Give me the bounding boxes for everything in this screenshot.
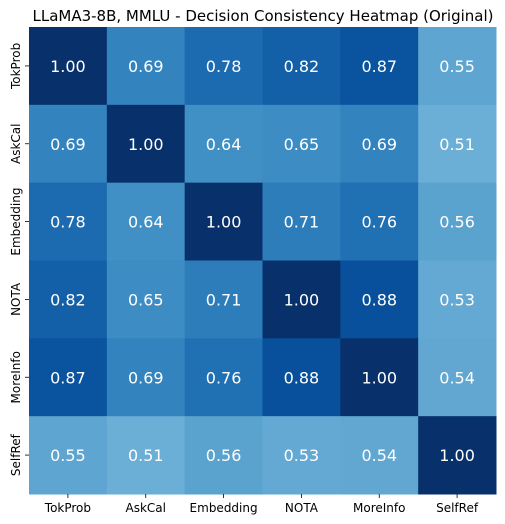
x-tick-label: TokProb xyxy=(44,501,91,515)
chart-title: LLaMA3-8B, MMLU - Decision Consistency H… xyxy=(32,7,493,25)
x-tick-label: NOTA xyxy=(285,501,319,515)
heatmap-cell-SelfRef-TokProb xyxy=(29,416,108,495)
y-tick-label: NOTA xyxy=(9,282,23,316)
heatmap-cell-NOTA-AskCal xyxy=(106,260,186,339)
cell-value-label: 0.65 xyxy=(284,135,320,154)
heatmap-cell-TokProb-TokProb xyxy=(29,27,108,106)
cell-value-label: 0.54 xyxy=(361,446,397,465)
heatmap-cell-MoreInfo-AskCal xyxy=(106,338,186,417)
heatmap-cell-MoreInfo-MoreInfo xyxy=(340,338,419,417)
cell-value-label: 0.53 xyxy=(284,446,320,465)
x-tick-label: Embedding xyxy=(190,501,258,515)
cell-value-label: 0.51 xyxy=(439,135,475,154)
heatmap-cell-TokProb-AskCal xyxy=(106,27,186,106)
heatmap-cell-TokProb-MoreInfo xyxy=(340,27,419,106)
heatmap-cell-AskCal-TokProb xyxy=(29,104,108,184)
y-tick-label: MoreInfo xyxy=(9,351,23,403)
heatmap-cell-NOTA-SelfRef xyxy=(418,260,497,339)
heatmap-cell-MoreInfo-SelfRef xyxy=(418,338,497,417)
cell-value-label: 0.78 xyxy=(50,213,86,232)
cell-value-label: 0.69 xyxy=(361,135,397,154)
cell-value-label: 1.00 xyxy=(206,213,242,232)
cell-value-label: 0.55 xyxy=(439,57,475,76)
cell-value-label: 0.78 xyxy=(206,57,242,76)
y-tick-label: Embedding xyxy=(9,188,23,256)
cell-value-label: 0.82 xyxy=(284,57,320,76)
cell-value-label: 0.88 xyxy=(361,290,397,309)
cell-value-label: 1.00 xyxy=(361,368,397,387)
heatmap-cell-TokProb-NOTA xyxy=(262,27,341,106)
cell-value-label: 0.55 xyxy=(50,446,86,465)
cell-value-label: 0.56 xyxy=(206,446,242,465)
cell-value-label: 0.76 xyxy=(361,213,397,232)
heatmap-cell-AskCal-NOTA xyxy=(262,104,341,184)
y-tick-label: TokProb xyxy=(9,43,23,90)
heatmap-cells xyxy=(29,27,497,495)
cell-value-label: 0.71 xyxy=(284,213,320,232)
heatmap-cell-Embedding-MoreInfo xyxy=(340,182,419,261)
heatmap-cell-NOTA-MoreInfo xyxy=(340,260,419,339)
cell-value-label: 0.88 xyxy=(284,368,320,387)
x-tick-label: MoreInfo xyxy=(353,501,405,515)
cell-value-label: 0.65 xyxy=(128,290,164,309)
heatmap-cell-Embedding-Embedding xyxy=(184,182,263,261)
heatmap-cell-Embedding-NOTA xyxy=(262,182,341,261)
heatmap-cell-AskCal-AskCal xyxy=(106,104,186,184)
cell-value-label: 1.00 xyxy=(439,446,475,465)
heatmap-cell-NOTA-TokProb xyxy=(29,260,108,339)
heatmap-cell-AskCal-MoreInfo xyxy=(340,104,419,184)
heatmap-cell-MoreInfo-NOTA xyxy=(262,338,341,417)
heatmap-cell-SelfRef-MoreInfo xyxy=(340,416,419,495)
heatmap-cell-TokProb-SelfRef xyxy=(418,27,497,106)
cell-value-label: 0.54 xyxy=(439,368,475,387)
x-tick-label: AskCal xyxy=(126,501,166,515)
cell-value-label: 1.00 xyxy=(50,57,86,76)
heatmap-cell-Embedding-TokProb xyxy=(29,182,108,261)
cell-value-label: 0.64 xyxy=(206,135,242,154)
y-tick-label: AskCal xyxy=(9,124,23,164)
cell-value-label: 0.53 xyxy=(439,290,475,309)
heatmap-cell-MoreInfo-Embedding xyxy=(184,338,263,417)
y-tick-label: SelfRef xyxy=(9,433,23,476)
heatmap-cell-SelfRef-NOTA xyxy=(262,416,341,495)
heatmap-cell-Embedding-SelfRef xyxy=(418,182,497,261)
heatmap-cell-labels: 1.00 0.69 0.78 0.82 0.87 0.55 0.69 1.00 0.64 0.65… xyxy=(50,57,475,465)
cell-value-label: 0.51 xyxy=(128,446,164,465)
cell-value-label: 1.00 xyxy=(284,290,320,309)
cell-value-label: 0.69 xyxy=(128,57,164,76)
x-tick-label: SelfRef xyxy=(436,501,479,515)
heatmap-cell-NOTA-NOTA xyxy=(262,260,341,339)
heatmap-cell-AskCal-Embedding xyxy=(184,104,263,184)
heatmap-cell-MoreInfo-TokProb xyxy=(29,338,108,417)
cell-value-label: 0.69 xyxy=(50,135,86,154)
cell-value-label: 0.56 xyxy=(439,213,475,232)
cell-value-label: 0.71 xyxy=(206,290,242,309)
y-axis-ticks: TokProb AskCal Embedding NOTA MoreInfo SelfRe… xyxy=(9,43,29,476)
cell-value-label: 0.64 xyxy=(128,213,164,232)
cell-value-label: 0.87 xyxy=(361,57,397,76)
cell-value-label: 1.00 xyxy=(128,135,164,154)
heatmap-cell-SelfRef-SelfRef xyxy=(418,416,497,495)
cell-value-label: 0.69 xyxy=(128,368,164,387)
cell-value-label: 0.87 xyxy=(50,368,86,387)
x-axis-ticks: TokProb AskCal Embedding NOTA MoreInfo SelfRe… xyxy=(44,494,479,515)
heatmap-cell-AskCal-SelfRef xyxy=(418,104,497,184)
heatmap-cell-NOTA-Embedding xyxy=(184,260,263,339)
heatmap-cell-Embedding-AskCal xyxy=(106,182,186,261)
cell-value-label: 0.82 xyxy=(50,290,86,309)
heatmap-cell-TokProb-Embedding xyxy=(184,27,263,106)
heatmap-cell-SelfRef-Embedding xyxy=(184,416,263,495)
cell-value-label: 0.76 xyxy=(206,368,242,387)
heatmap-cell-SelfRef-AskCal xyxy=(106,416,186,495)
